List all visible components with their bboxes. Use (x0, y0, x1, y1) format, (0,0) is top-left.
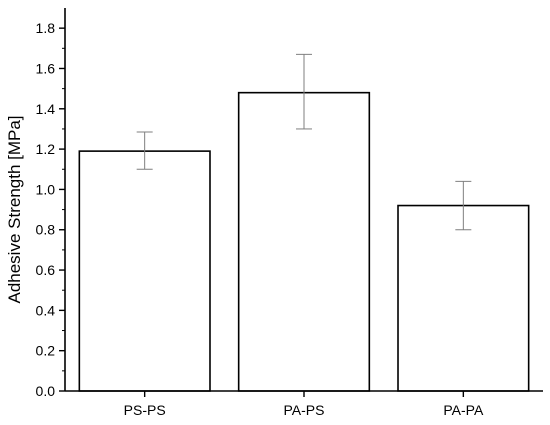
y-tick-label: 0.0 (36, 383, 56, 399)
y-tick-label: 1.2 (36, 141, 56, 157)
y-tick-label: 0.6 (36, 262, 56, 278)
bar-pa-ps (237, 91, 371, 392)
y-tick-label: 1.6 (36, 60, 56, 76)
y-tick-label: 1.8 (36, 20, 56, 36)
y-axis-title: Adhesive Strength [MPa] (5, 115, 24, 303)
x-tick-label: PS-PS (124, 402, 166, 418)
y-tick-label: 0.8 (36, 222, 56, 238)
y-tick-label: 0.4 (36, 302, 56, 318)
bars-group (78, 91, 530, 392)
y-tick-label: 0.2 (36, 343, 56, 359)
x-tick-label: PA-PS (284, 402, 325, 418)
error-bar-pa-ps (296, 53, 312, 130)
bar-pa-pa (397, 204, 530, 392)
y-axis: 0.0 0.2 0.4 0.6 0.8 1.0 1.2 1.4 1.6 1.8 (36, 8, 66, 399)
y-tick-label: 1.0 (36, 181, 56, 197)
bar-ps-ps (78, 150, 211, 392)
error-bar-ps-ps (136, 131, 153, 170)
y-tick-label: 1.4 (36, 101, 56, 117)
x-axis: PS-PS PA-PS PA-PA (65, 390, 543, 418)
error-bars-group (136, 53, 472, 231)
x-tick-label: PA-PA (443, 402, 484, 418)
error-bar-pa-pa (455, 180, 472, 231)
